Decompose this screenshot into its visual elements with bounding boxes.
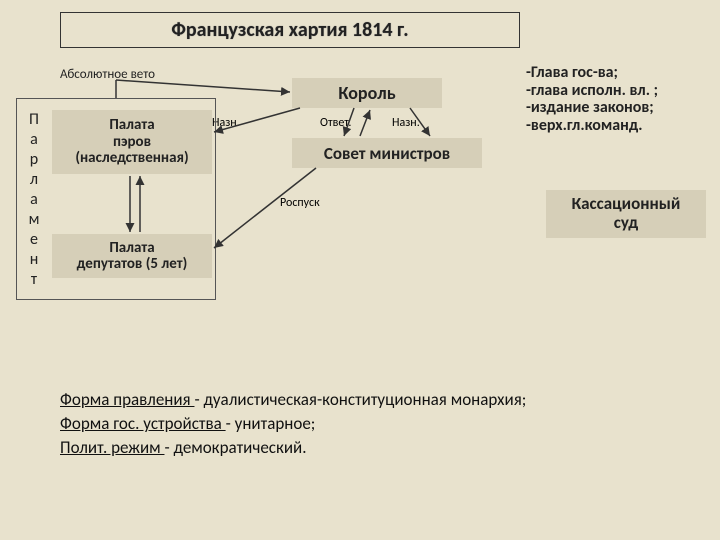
- chamber-deputies: Палата депутатов (5 лет): [52, 234, 212, 278]
- chamber-peers: Палата пэров (наследственная): [52, 110, 212, 174]
- king-powers: -Глава гос-ва;-глава исполн. вл. ;-издан…: [526, 64, 716, 134]
- footer-text: Форма правления - дуалистическая-констит…: [60, 388, 526, 459]
- label-rospusk: Роспуск: [280, 196, 320, 210]
- title: Французская хартия 1814 г.: [60, 12, 520, 48]
- council-box: Совет министров: [292, 138, 482, 168]
- veto-label: Абсолютное вето: [60, 67, 155, 82]
- cassation-court: Кассационный суд: [546, 190, 706, 238]
- parliament-vertical: Парламент: [24, 110, 44, 290]
- footer-2-value: - унитарное;: [226, 413, 316, 434]
- footer-1-value: - дуалистическая-конституционная монархи…: [194, 389, 526, 410]
- footer-3-label: Полит. режим: [60, 437, 164, 458]
- label-nazn-right: Назн.: [392, 116, 420, 130]
- label-otvet: Ответ.: [320, 116, 351, 130]
- label-nazn-left: Назн.: [212, 116, 240, 130]
- footer-3-value: - демократический.: [164, 437, 306, 458]
- footer-2-label: Форма гос. устройства: [60, 413, 226, 434]
- king-box: Король: [292, 78, 442, 108]
- footer-1-label: Форма правления: [60, 389, 194, 410]
